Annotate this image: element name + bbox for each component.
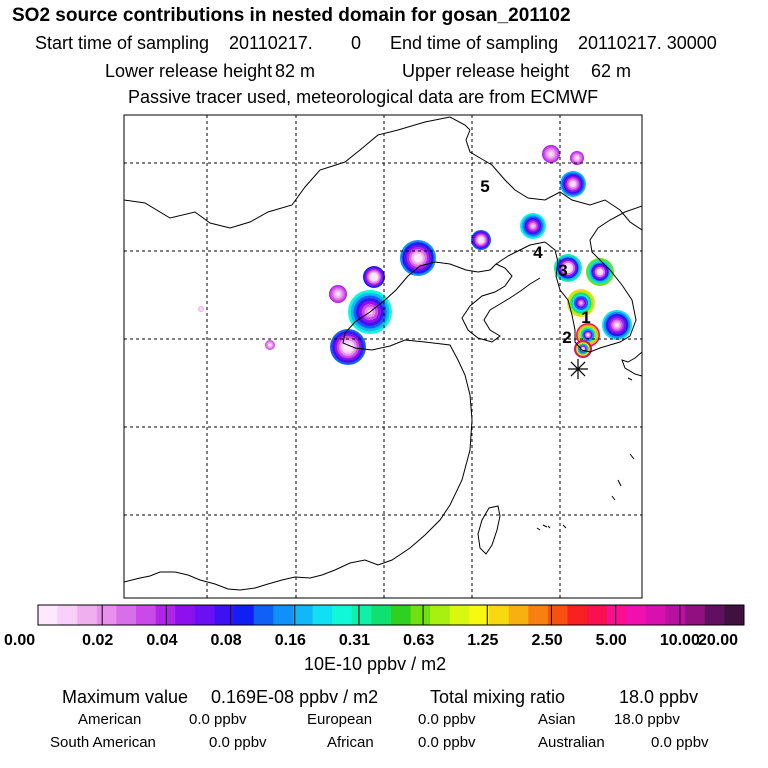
plume-10 xyxy=(570,151,584,165)
coastline-bohai xyxy=(461,263,541,343)
lower-height-value: 82 m xyxy=(275,61,316,81)
receptor-site-stroke-4 xyxy=(570,361,586,377)
plume-3-ring-1 xyxy=(372,275,376,279)
coastline-taiwan xyxy=(477,505,501,555)
colorbar-tick-11: 10.00 xyxy=(659,632,700,649)
plume-7-ring-1 xyxy=(531,224,535,228)
receptor-site-marker xyxy=(568,359,588,379)
coastline-islands xyxy=(536,377,635,531)
receptor-label-4: 4 xyxy=(533,243,543,262)
colorbar-tick-1: 0.00 xyxy=(4,632,36,649)
european-label: European xyxy=(307,711,373,728)
plume-6 xyxy=(471,230,491,250)
plume-10-ring-1 xyxy=(576,157,578,159)
plume-3 xyxy=(363,266,385,288)
plume-9 xyxy=(542,145,560,163)
plume-5 xyxy=(329,285,347,303)
australian-value: 0.0 ppbv xyxy=(651,734,709,751)
south-american-label: South American xyxy=(50,734,156,751)
max-value-label: Maximum value xyxy=(62,687,189,707)
end-time-label: End time of sampling xyxy=(390,33,559,53)
asian-value: 18.0 ppbv xyxy=(614,711,680,728)
plume-14-ring-1 xyxy=(615,323,619,327)
coastline-manchuria-border xyxy=(465,129,642,231)
colorbar-tick-9: 2.50 xyxy=(531,632,563,649)
tracer-note: Passive tracer used, meteorological data… xyxy=(128,87,599,107)
plume-11-ring-1 xyxy=(566,266,570,270)
coastline-layer xyxy=(124,116,642,591)
plume-5-ring-1 xyxy=(336,292,340,296)
american-value: 0.0 ppbv xyxy=(189,711,247,728)
plume-18-ring-1 xyxy=(200,308,202,310)
concentration-map: 12 34 5 xyxy=(123,114,643,599)
colorbar-tick-10: 5.00 xyxy=(595,632,627,649)
african-value: 0.0 ppbv xyxy=(418,734,476,751)
plume-16-ring-1 xyxy=(581,347,585,351)
total-mixing-value: 18.0 ppbv xyxy=(619,687,699,707)
colorbar-tick-7: 0.63 xyxy=(403,632,435,649)
receptor-label-5: 5 xyxy=(480,177,489,196)
plume-8-ring-1 xyxy=(571,182,575,186)
plume-2-ring-1 xyxy=(415,255,421,261)
receptor-label-1: 1 xyxy=(581,308,590,327)
coastline-japan-west xyxy=(621,351,642,377)
colorbar-tick-6: 0.31 xyxy=(338,632,371,649)
colorbar-tick-5: 0.16 xyxy=(274,632,306,649)
lower-height-label: Lower release height xyxy=(105,61,273,81)
plume-13 xyxy=(567,289,595,317)
start-time-hour: 0 xyxy=(351,33,362,53)
plume-12 xyxy=(586,258,614,286)
receptor-labels: 12 34 5 xyxy=(480,177,590,347)
map-frame xyxy=(123,114,643,599)
start-time-value: 20110217. xyxy=(229,33,313,53)
asian-label: Asian xyxy=(538,711,576,728)
plume-13-ring-1 xyxy=(579,301,583,305)
colorbar-tick-2: 0.02 xyxy=(82,632,114,649)
plume-18 xyxy=(198,306,204,312)
colorbar-unit: 10E-10 ppbv / m2 xyxy=(304,654,447,674)
plume-8 xyxy=(560,171,586,197)
plume-layer xyxy=(198,145,632,365)
american-label: American xyxy=(78,711,142,728)
receptor-label-2: 2 xyxy=(562,328,571,347)
european-value: 0.0 ppbv xyxy=(418,711,476,728)
plume-15-ring-1 xyxy=(586,333,590,337)
plume-14 xyxy=(602,310,632,340)
coastline-korea xyxy=(544,205,642,353)
colorbar-tick-8: 1.25 xyxy=(467,632,499,649)
colorbar-tick-3: 0.04 xyxy=(146,632,178,649)
plume-17 xyxy=(265,340,275,350)
plume-7 xyxy=(520,213,546,239)
coastline-china-east xyxy=(124,241,546,591)
plume-17-ring-1 xyxy=(269,344,271,346)
grid-lines xyxy=(124,115,642,598)
coastline-north-border xyxy=(124,116,471,229)
plume-2 xyxy=(400,240,436,276)
african-label: African xyxy=(327,734,374,751)
total-mixing-label: Total mixing ratio xyxy=(430,687,566,707)
plume-4 xyxy=(330,329,366,365)
chart-title: SO2 source contributions in nested domai… xyxy=(12,5,571,26)
plume-12-ring-1 xyxy=(598,270,602,274)
colorbar-tick-4: 0.08 xyxy=(210,632,242,649)
australian-label: Australian xyxy=(538,734,605,751)
plume-6-ring-1 xyxy=(479,238,483,242)
south-american-value: 0.0 ppbv xyxy=(209,734,267,751)
map-background xyxy=(124,115,642,598)
receptor-label-3: 3 xyxy=(558,261,567,280)
colorbar-tick-12: 20.00 xyxy=(698,632,739,649)
start-time-label: Start time of sampling xyxy=(35,33,210,53)
upper-height-label: Upper release height xyxy=(402,61,570,81)
upper-height-value: 62 m xyxy=(591,61,632,81)
plume-9-ring-1 xyxy=(549,152,553,156)
max-value: 0.169E-08 ppbv / m2 xyxy=(211,687,379,707)
plume-16 xyxy=(574,340,592,358)
end-time-value: 20110217. 30000 xyxy=(578,33,717,53)
plume-11 xyxy=(554,254,582,282)
